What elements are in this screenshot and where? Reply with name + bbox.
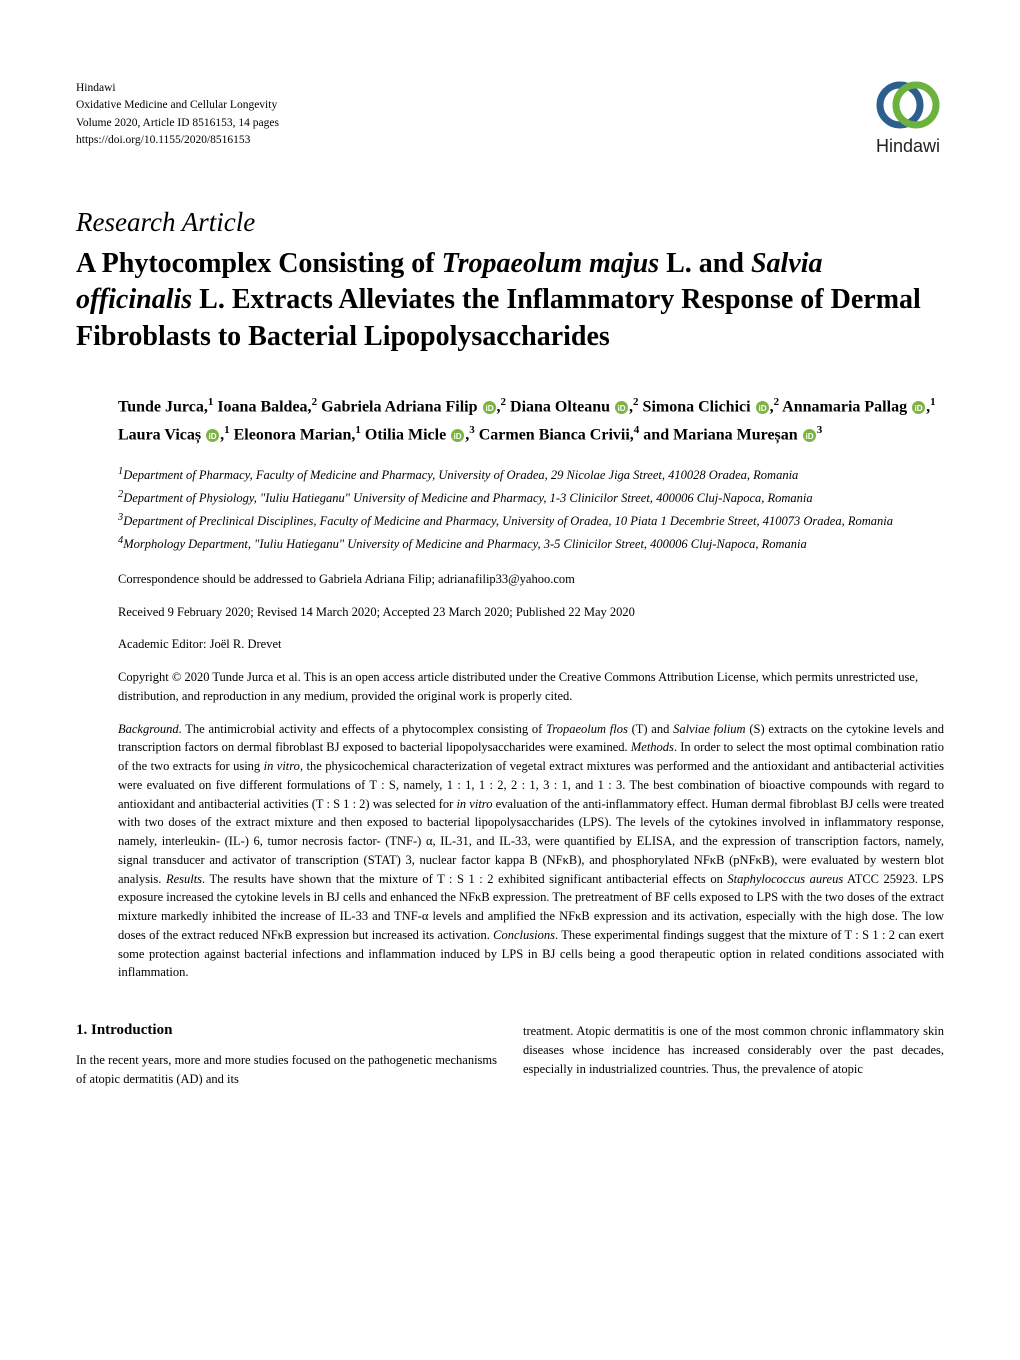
orcid-icon: iD: [803, 429, 816, 442]
svg-text:iD: iD: [209, 432, 217, 441]
orcid-icon: iD: [912, 401, 925, 414]
title-part-2: L. and: [659, 248, 751, 279]
affiliation-item: 1Department of Pharmacy, Faculty of Medi…: [118, 464, 944, 485]
correspondence-line: Correspondence should be addressed to Ga…: [76, 570, 944, 589]
volume-line: Volume 2020, Article ID 8516153, 14 page…: [76, 115, 279, 132]
column-right: treatment. Atopic dermatitis is one of t…: [523, 1022, 944, 1089]
abstract-text: Background. The antimicrobial activity a…: [76, 720, 944, 983]
orcid-icon: iD: [451, 429, 464, 442]
orcid-icon: iD: [615, 401, 628, 414]
hindawi-logo-icon: [872, 80, 944, 130]
article-title: A Phytocomplex Consisting of Tropaeolum …: [76, 246, 944, 355]
orcid-icon: iD: [483, 401, 496, 414]
page-header: Hindawi Oxidative Medicine and Cellular …: [76, 80, 944, 157]
body-columns: 1. Introduction In the recent years, mor…: [76, 1022, 944, 1089]
affiliation-item: 3Department of Preclinical Disciplines, …: [118, 510, 944, 531]
svg-text:iD: iD: [805, 432, 813, 441]
publisher-name: Hindawi: [76, 80, 279, 97]
article-type: Research Article: [76, 207, 944, 238]
journal-info-block: Hindawi Oxidative Medicine and Cellular …: [76, 80, 279, 149]
column-left: 1. Introduction In the recent years, mor…: [76, 1022, 497, 1089]
section-1-col2-text: treatment. Atopic dermatitis is one of t…: [523, 1022, 944, 1078]
title-part-3: L. Extracts Alleviates the Inflammatory …: [76, 284, 921, 351]
svg-text:iD: iD: [915, 404, 923, 413]
title-part-1: A Phytocomplex Consisting of: [76, 248, 442, 279]
svg-text:iD: iD: [617, 404, 625, 413]
svg-text:iD: iD: [758, 404, 766, 413]
journal-name: Oxidative Medicine and Cellular Longevit…: [76, 97, 279, 114]
affiliation-item: 2Department of Physiology, "Iuliu Hatieg…: [118, 487, 944, 508]
affiliation-item: 4Morphology Department, "Iuliu Hatieganu…: [118, 533, 944, 554]
orcid-icon: iD: [206, 429, 219, 442]
affiliations-list: 1Department of Pharmacy, Faculty of Medi…: [76, 464, 944, 554]
publisher-logo: Hindawi: [872, 80, 944, 157]
academic-editor: Academic Editor: Joël R. Drevet: [76, 635, 944, 654]
section-1-col1-text: In the recent years, more and more studi…: [76, 1051, 497, 1089]
section-1-heading: 1. Introduction: [76, 1022, 497, 1039]
svg-text:iD: iD: [485, 404, 493, 413]
svg-text:iD: iD: [454, 432, 462, 441]
doi-link[interactable]: https://doi.org/10.1155/2020/8516153: [76, 132, 279, 149]
publisher-logo-text: Hindawi: [876, 136, 940, 157]
orcid-icon: iD: [756, 401, 769, 414]
authors-list: Tunde Jurca,1 Ioana Baldea,2 Gabriela Ad…: [76, 393, 944, 448]
article-dates: Received 9 February 2020; Revised 14 Mar…: [76, 603, 944, 622]
title-italic-1: Tropaeolum majus: [442, 248, 660, 279]
copyright-notice: Copyright © 2020 Tunde Jurca et al. This…: [76, 668, 944, 706]
